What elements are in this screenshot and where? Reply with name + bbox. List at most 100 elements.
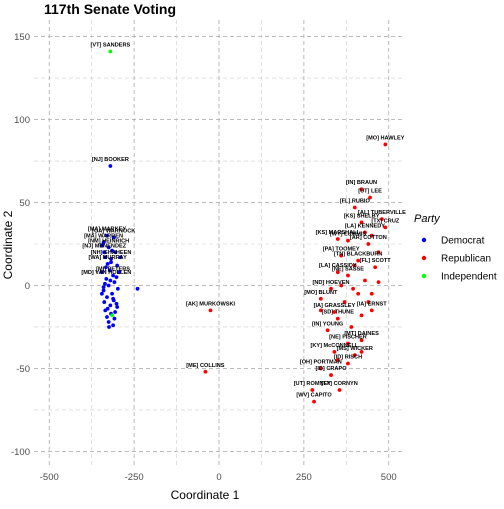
point-label: [MD] VAN HOLLEN (81, 270, 131, 276)
data-point (114, 301, 119, 306)
data-point (332, 349, 337, 354)
data-point (203, 369, 208, 374)
point-label: [OH] PORTMAN (300, 359, 342, 365)
data-point (312, 399, 316, 404)
point-label: [TN] BLACKBURN (334, 252, 382, 258)
data-point (112, 316, 117, 321)
data-point (102, 250, 107, 255)
data-point (114, 275, 119, 280)
data-point (110, 291, 114, 296)
data-point (339, 253, 344, 258)
data-point (376, 280, 381, 285)
point-label: [IA] ERNST (357, 301, 387, 307)
legend-label: Independent (441, 272, 497, 283)
data-point (310, 388, 315, 392)
data-point (366, 300, 371, 304)
point-label: [MO] BLUNT (304, 290, 338, 296)
data-point (339, 283, 344, 288)
data-point (99, 291, 104, 296)
data-point (332, 310, 337, 314)
y-tick-label: 100 (14, 115, 30, 126)
point-label: [PA] TOOMEY (323, 247, 360, 253)
data-point (105, 315, 109, 319)
point-label: [MA] MARKEY (88, 227, 126, 233)
point-label: [TX] CRUZ (371, 218, 400, 224)
point-label: [KS] MARSHALL (316, 230, 361, 236)
data-point (101, 288, 106, 293)
legend: Party Democrat Republican Independent (414, 213, 497, 283)
y-tick-label: -50 (16, 364, 30, 375)
data-point (356, 291, 361, 296)
data-point (335, 270, 340, 275)
data-point (113, 310, 118, 314)
data-point (101, 285, 106, 290)
data-point (106, 245, 111, 250)
point-label: [ID] RISCH (334, 354, 362, 360)
data-point (107, 325, 111, 329)
data-point (383, 142, 388, 147)
data-point (363, 278, 367, 283)
data-point (111, 323, 115, 328)
legend-title: Party (414, 213, 441, 225)
data-point (101, 240, 106, 245)
point-label: [ID] CRAPO (315, 366, 347, 372)
data-point (335, 316, 340, 321)
data-point (105, 233, 109, 238)
legend-key (421, 237, 427, 243)
data-point (102, 300, 107, 304)
point-label: [FL] RUBIO (340, 198, 371, 204)
point-label: [IA] GRASSLEY (314, 303, 356, 309)
point-label: [KS] SHELBY (344, 213, 380, 219)
point-label: [FL] SCOTT (360, 258, 392, 264)
data-point (115, 263, 120, 268)
data-point (359, 313, 364, 318)
data-point (318, 308, 323, 313)
data-point (346, 238, 350, 243)
data-point (335, 237, 340, 241)
data-point (342, 300, 347, 304)
y-tick-label: 50 (19, 198, 30, 209)
data-point (135, 286, 140, 291)
data-point (108, 49, 113, 54)
point-label: [IN] YOUNG (312, 321, 343, 327)
data-point (380, 217, 384, 222)
data-point (208, 308, 213, 313)
data-point (104, 265, 108, 270)
data-point (111, 235, 116, 240)
point-label: [GA] WARNOCK (92, 228, 135, 234)
data-point (329, 373, 333, 377)
data-point (105, 306, 110, 311)
point-label: [ME] COLLINS (186, 363, 224, 369)
data-point (369, 308, 374, 313)
data-point (107, 268, 112, 273)
data-point (99, 270, 104, 275)
data-point (376, 250, 381, 255)
y-tick-label: -100 (11, 447, 30, 458)
data-point (115, 305, 120, 309)
data-point (103, 281, 107, 286)
point-label: [UT] LEE (358, 189, 382, 195)
point-label: [IN] BRAUN (346, 180, 377, 186)
y-axis-title: Coordinate 2 (1, 210, 15, 279)
data-point (346, 341, 350, 346)
data-point (108, 303, 113, 308)
point-label: [AL] TUBERVILLE (358, 210, 406, 216)
chart-title: 117th Senate Voting (44, 1, 176, 17)
data-point (318, 366, 323, 371)
data-point (112, 280, 117, 285)
point-label: [WA] MURRAY (88, 255, 127, 261)
data-point (346, 361, 350, 366)
data-point (356, 258, 361, 263)
point-label: [NM] HEINRICH (88, 238, 129, 244)
data-point (108, 164, 113, 168)
point-label: [MT] DAINES (344, 331, 379, 337)
point-label: [SD] THUNE (322, 310, 355, 316)
point-label: [MA] WARREN (84, 233, 123, 239)
data-point (383, 225, 388, 230)
point-label: [LA] KENNEDY (345, 223, 385, 229)
point-label: [NE] FISCHER (329, 335, 367, 341)
data-point (337, 388, 342, 392)
data-point (335, 358, 340, 363)
